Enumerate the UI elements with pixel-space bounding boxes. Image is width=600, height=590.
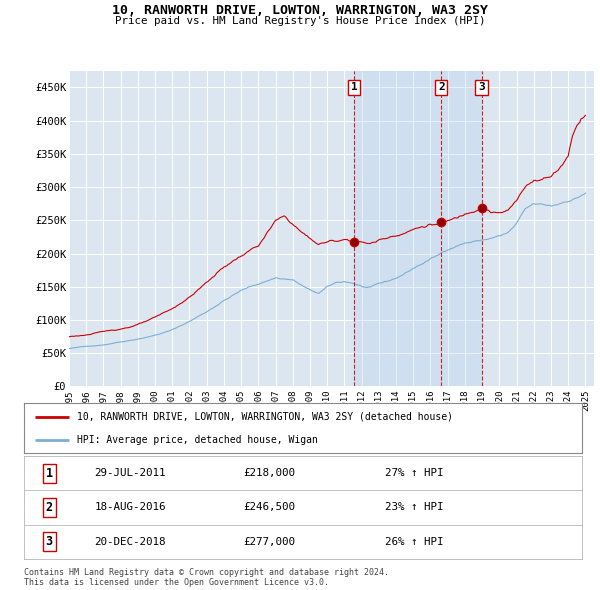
Text: 26% ↑ HPI: 26% ↑ HPI bbox=[385, 537, 444, 546]
Text: HPI: Average price, detached house, Wigan: HPI: Average price, detached house, Wiga… bbox=[77, 435, 318, 445]
Text: 2: 2 bbox=[46, 501, 53, 514]
Text: 23% ↑ HPI: 23% ↑ HPI bbox=[385, 503, 444, 512]
Text: 2: 2 bbox=[438, 83, 445, 93]
Text: 29-JUL-2011: 29-JUL-2011 bbox=[94, 468, 166, 478]
Text: 3: 3 bbox=[478, 83, 485, 93]
Text: £277,000: £277,000 bbox=[244, 537, 296, 546]
Text: 10, RANWORTH DRIVE, LOWTON, WARRINGTON, WA3 2SY: 10, RANWORTH DRIVE, LOWTON, WARRINGTON, … bbox=[112, 4, 488, 17]
Text: 10, RANWORTH DRIVE, LOWTON, WARRINGTON, WA3 2SY (detached house): 10, RANWORTH DRIVE, LOWTON, WARRINGTON, … bbox=[77, 411, 453, 421]
Text: £218,000: £218,000 bbox=[244, 468, 296, 478]
Text: £246,500: £246,500 bbox=[244, 503, 296, 512]
Text: 20-DEC-2018: 20-DEC-2018 bbox=[94, 537, 166, 546]
Text: 27% ↑ HPI: 27% ↑ HPI bbox=[385, 468, 444, 478]
Text: 3: 3 bbox=[46, 535, 53, 548]
Text: Contains HM Land Registry data © Crown copyright and database right 2024.
This d: Contains HM Land Registry data © Crown c… bbox=[24, 568, 389, 587]
Text: 18-AUG-2016: 18-AUG-2016 bbox=[94, 503, 166, 512]
Text: 1: 1 bbox=[351, 83, 358, 93]
Text: 1: 1 bbox=[46, 467, 53, 480]
Text: Price paid vs. HM Land Registry's House Price Index (HPI): Price paid vs. HM Land Registry's House … bbox=[115, 16, 485, 26]
Bar bbox=[354, 71, 482, 386]
